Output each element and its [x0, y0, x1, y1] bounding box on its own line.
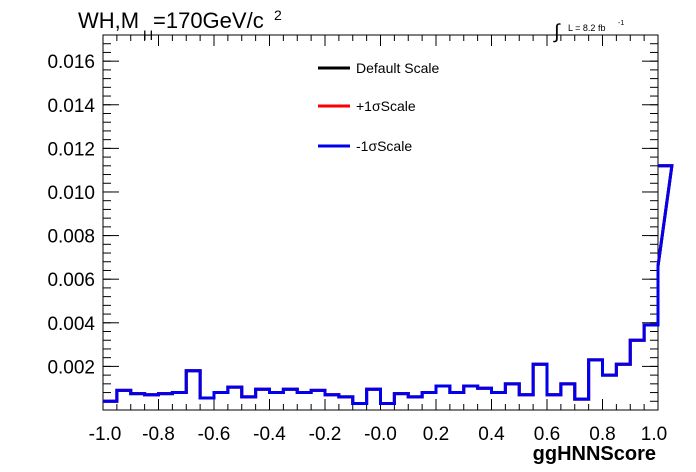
- x-tick-label: 0.8: [589, 424, 615, 445]
- tick-labels: -1.0 -0.8 -0.6 -0.4 -0.2 -0.0 0.2 0.4 0.6 0.8 1.0 0…: [47, 52, 667, 445]
- series-line-2: [103, 164, 674, 405]
- y-tick-label: 0.010: [47, 183, 95, 204]
- title-superscript: 2: [274, 7, 282, 23]
- x-tick-label: -0.8: [142, 424, 175, 445]
- y-tick-label: 0.004: [47, 314, 95, 335]
- series-line-1: [103, 164, 674, 405]
- legend-label-minus: -1σScale: [356, 138, 412, 154]
- y-tick-label: 0.006: [47, 270, 95, 291]
- x-tick-label: 0.6: [534, 424, 560, 445]
- axis-ticks: [102, 34, 659, 410]
- integral-symbol: ∫: [553, 21, 561, 43]
- y-tick-label: 0.008: [47, 227, 95, 248]
- plot-frame: [102, 34, 659, 411]
- x-tick-label: -0.6: [198, 424, 231, 445]
- legend-label-plus: +1σScale: [356, 98, 416, 114]
- x-tick-label: 1.0: [641, 424, 667, 445]
- series-line-0: [103, 164, 674, 405]
- y-tick-label: 0.014: [47, 96, 95, 117]
- y-tick-label: 0.012: [47, 139, 95, 160]
- legend: Default Scale +1σScale -1σScale: [318, 60, 439, 154]
- x-tick-label: -0.4: [253, 424, 286, 445]
- luminosity-superscript: -1: [618, 20, 624, 27]
- title-value: =170GeV/c: [153, 8, 264, 33]
- x-tick-label: -0.0: [364, 424, 397, 445]
- legend-label-default: Default Scale: [356, 60, 439, 76]
- x-tick-label: 0.2: [423, 424, 449, 445]
- x-tick-label: -1.0: [89, 424, 122, 445]
- luminosity-label: ∫ L = 8.2 fb -1: [553, 20, 624, 43]
- x-axis-label: ggHNNScore: [533, 443, 656, 465]
- y-tick-label: 0.016: [47, 52, 95, 73]
- y-tick-label: 0.002: [47, 357, 95, 378]
- x-tick-label: 0.4: [478, 424, 505, 445]
- chart-title: WH,M H =170GeV/c 2: [78, 7, 282, 43]
- luminosity-text: L = 8.2 fb: [568, 23, 605, 33]
- series-group: [103, 164, 674, 405]
- title-prefix: WH,M: [78, 8, 139, 33]
- x-tick-label: -0.2: [309, 424, 342, 445]
